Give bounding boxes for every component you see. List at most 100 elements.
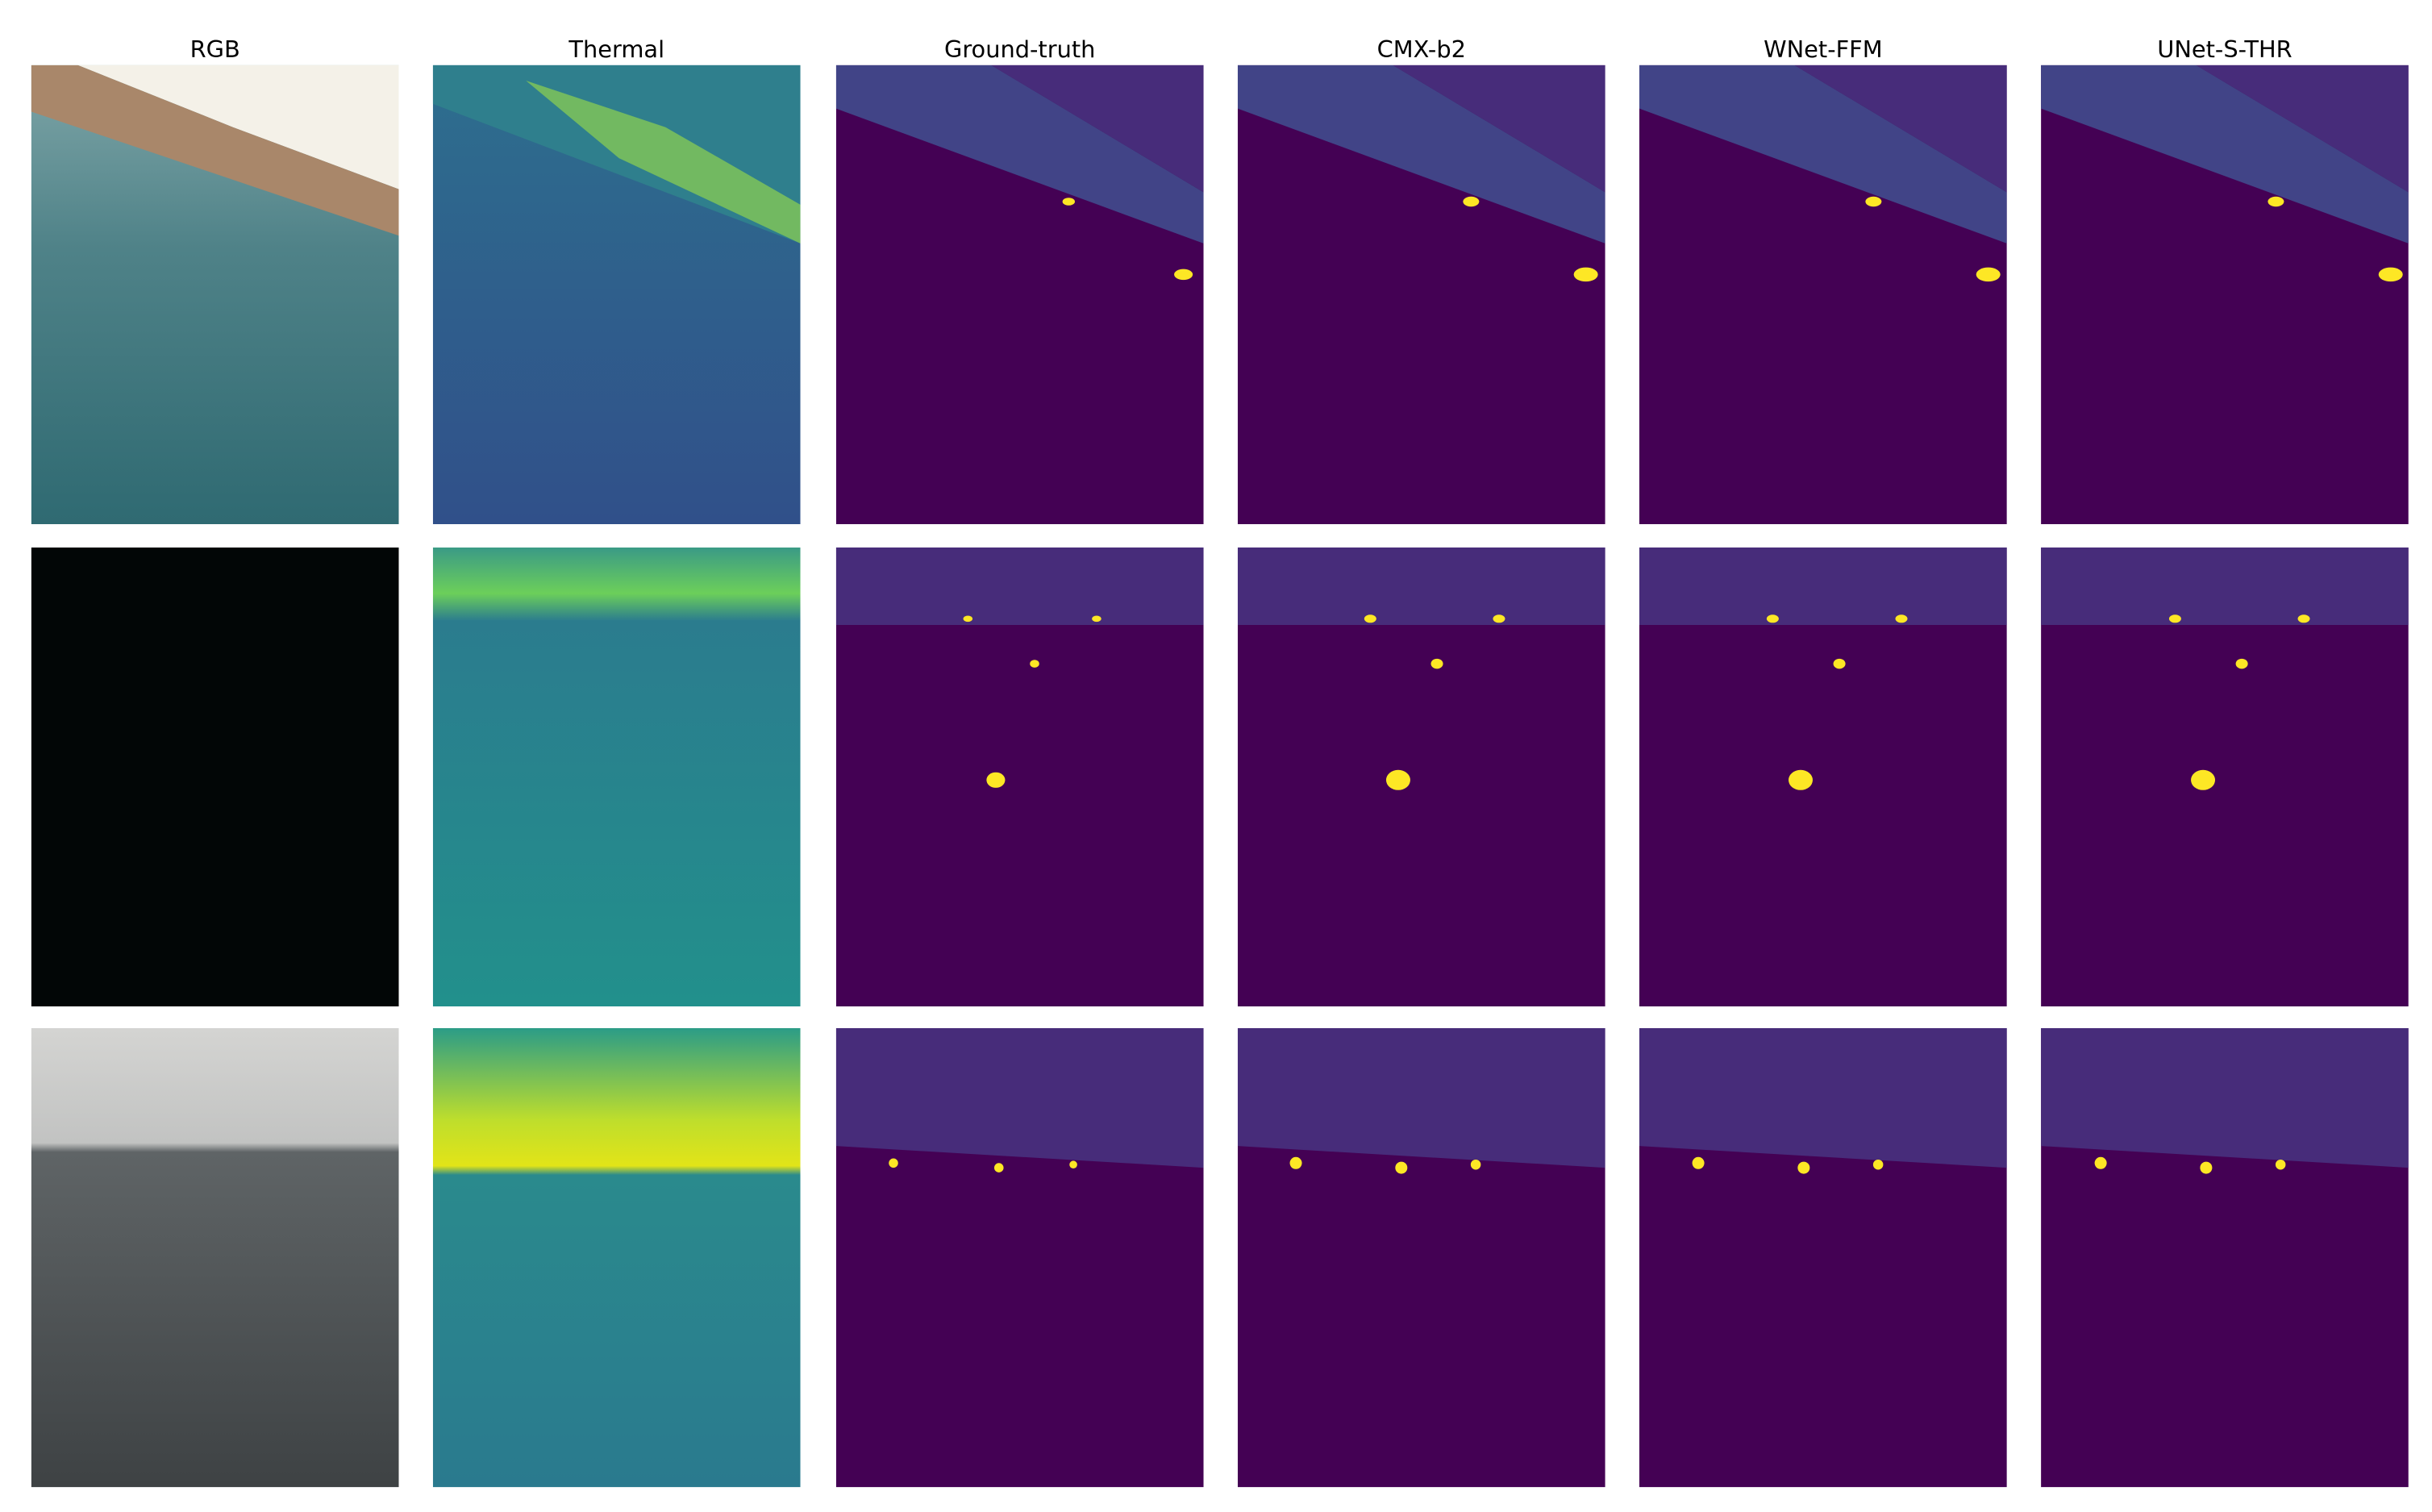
panel-content: [2041, 1028, 2409, 1488]
panel: [31, 65, 399, 524]
region-sky: [1639, 547, 2007, 625]
column-title: Ground-truth: [944, 35, 1095, 63]
panel: [1639, 547, 2007, 1007]
panel-content: [835, 547, 1204, 1007]
object-mask: [889, 1158, 898, 1168]
region-sky: [2041, 1028, 2409, 1168]
panel: [1237, 1028, 1605, 1488]
region-sky: [1237, 547, 1605, 625]
panel-content: [2041, 65, 2409, 524]
region-sky: [2041, 547, 2409, 625]
panel-content: [1639, 1028, 2007, 1488]
panel: [432, 547, 801, 1007]
thermal-image: [432, 1028, 801, 1488]
object-mask: [1493, 614, 1505, 623]
object-mask: [2297, 614, 2310, 623]
region-sky: [1639, 1028, 2007, 1168]
panel: [2041, 65, 2409, 524]
panel: [31, 547, 399, 1007]
object-mask: [2235, 658, 2248, 669]
object-mask: [1833, 658, 1846, 669]
object-mask: [2275, 1159, 2286, 1170]
region-sky: [835, 547, 1204, 625]
panel: [2041, 547, 2409, 1007]
panel: [31, 1028, 399, 1488]
region-sky: [835, 1028, 1204, 1168]
object-mask: [1430, 658, 1443, 669]
column-title: Thermal: [568, 35, 664, 63]
region-shore: [1639, 65, 2007, 244]
column-title: UNet-S-THR: [2157, 35, 2292, 63]
object-mask: [1062, 198, 1075, 206]
panel-content: [31, 547, 399, 1007]
panel: [1639, 1028, 2007, 1488]
panel: [1237, 65, 1605, 524]
object-mask: [1364, 614, 1376, 623]
panel-content: [1237, 547, 1605, 1007]
panel-content: [432, 547, 801, 1007]
object-mask: [2200, 1161, 2213, 1174]
region-shore: [835, 65, 1204, 244]
object-mask: [2191, 769, 2216, 790]
object-mask: [1895, 614, 1908, 623]
rgb-image: [31, 1028, 399, 1488]
panel: [835, 547, 1204, 1007]
panel: [432, 65, 801, 524]
object-mask: [2268, 196, 2284, 207]
panel-content: [31, 65, 399, 524]
object-mask: [1395, 1161, 1408, 1174]
object-mask: [1692, 1156, 1705, 1169]
object-mask: [1976, 267, 2001, 282]
panel-content: [1237, 1028, 1605, 1488]
town: [31, 65, 399, 236]
panel-content: [1237, 65, 1605, 524]
warm-land: [526, 81, 801, 244]
object-mask: [1865, 196, 1882, 207]
panel-content: [1639, 65, 2007, 524]
panel: [432, 1028, 801, 1488]
panel: [1237, 547, 1605, 1007]
panel: [835, 1028, 1204, 1488]
object-mask: [1470, 1159, 1481, 1170]
object-mask: [1797, 1161, 1810, 1174]
object-mask: [1573, 267, 1598, 282]
panel: [835, 65, 1204, 524]
object-mask: [986, 772, 1006, 788]
object-mask: [1174, 269, 1193, 281]
panel-content: [31, 1028, 399, 1488]
region-sky: [991, 65, 1204, 193]
sky: [77, 65, 399, 190]
object-mask: [2168, 614, 2181, 623]
panel: [1639, 65, 2007, 524]
region-sky: [1393, 65, 1605, 193]
object-mask: [2378, 267, 2403, 282]
panel-content: [835, 65, 1204, 524]
object-mask: [1069, 1160, 1077, 1169]
object-mask: [1092, 615, 1101, 623]
thermal-image: [432, 547, 801, 1007]
panel: [2041, 1028, 2409, 1488]
panel-content: [432, 1028, 801, 1488]
rgb-image: [31, 547, 399, 1007]
object-mask: [1289, 1156, 1302, 1169]
object-mask: [994, 1163, 1004, 1173]
panel-content: [2041, 547, 2409, 1007]
object-mask: [1463, 196, 1480, 207]
object-mask: [1789, 769, 1813, 790]
object-mask: [1766, 614, 1779, 623]
object-mask: [2094, 1156, 2107, 1169]
column-title: CMX-b2: [1377, 35, 1466, 63]
region-shore: [1237, 65, 1605, 244]
column-title: RGB: [190, 35, 240, 63]
panel-content: [1639, 547, 2007, 1007]
object-mask: [1872, 1159, 1884, 1170]
object-mask: [1030, 660, 1039, 668]
region-shore: [2041, 65, 2409, 244]
object-mask: [963, 615, 973, 623]
region-sky: [1237, 1028, 1605, 1168]
object-mask: [1385, 769, 1410, 790]
column-title: WNet-FFM: [1764, 35, 1883, 63]
panel-content: [432, 65, 801, 524]
